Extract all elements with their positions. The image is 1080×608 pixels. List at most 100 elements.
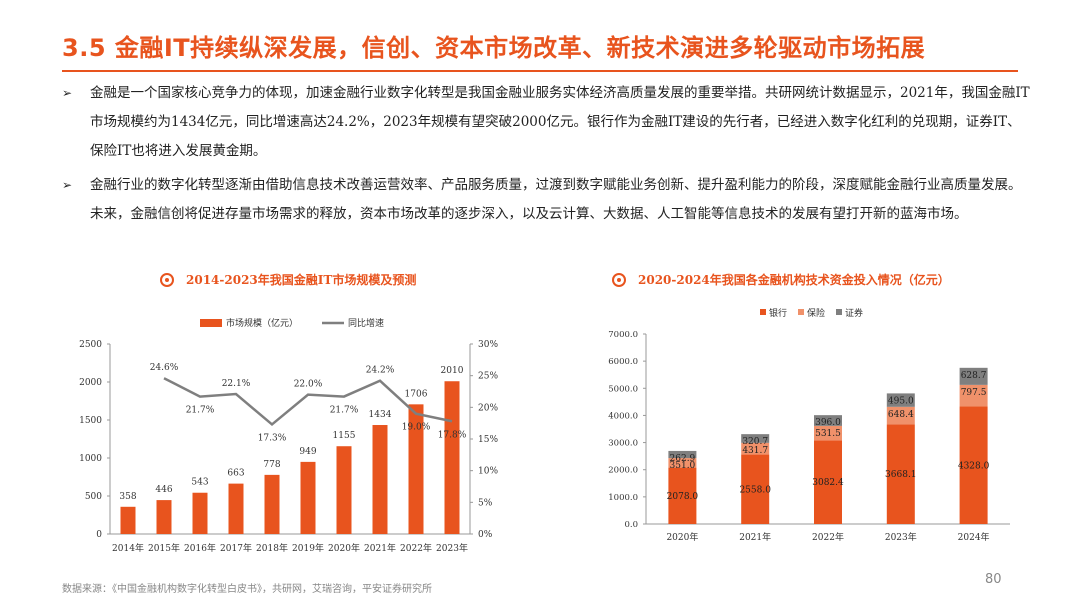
bar-market-size — [300, 461, 316, 534]
stacked-bar-segment — [886, 424, 915, 524]
y-left-tick-label: 500 — [85, 492, 102, 502]
x-tick-label: 2021年 — [739, 531, 771, 543]
legend-label: 保险 — [807, 307, 825, 319]
bar-market-size — [156, 500, 172, 534]
bar-value-label: 2010 — [441, 366, 464, 376]
bullet-paragraph-2: ➢ 金融行业的数字化转型逐渐由借助信息技术改善运营效率、产品服务质量，过渡到数字… — [62, 171, 1032, 229]
arrow-bullet-icon: ➢ — [62, 178, 73, 192]
stacked-bar-segment — [959, 406, 988, 524]
x-tick-label: 2023年 — [885, 531, 917, 543]
tech-investment-chart: 银行 保险 证券 0.0 1000.0 2000.0 3000.0 4000.0 5000.0 6… — [608, 307, 1010, 543]
y-left-tick-label: 1500 — [79, 416, 102, 426]
stacked-bar-segment — [886, 393, 915, 407]
bar-value-label: 778 — [263, 460, 280, 470]
segment-value-label: 396.0 — [815, 418, 841, 428]
segment-value-label: 3668.1 — [885, 470, 917, 480]
y-tick-label: 5000.0 — [608, 384, 638, 394]
stacked-bar-segment — [959, 384, 988, 407]
bar-value-label: 949 — [299, 447, 316, 457]
stacked-bar-segment — [814, 440, 842, 524]
target-icon — [612, 273, 626, 287]
chart2-title: 2020-2024年我国各金融机构技术资金投入情况（亿元） — [638, 273, 950, 287]
bar-market-size — [444, 381, 460, 534]
y-right-tick-label: 30% — [478, 340, 498, 350]
y-tick-label: 7000.0 — [608, 330, 638, 340]
legend-swatch — [798, 309, 804, 315]
y-right-tick-label: 25% — [478, 372, 498, 382]
stacked-bar-segment — [814, 415, 842, 426]
stacked-bar-segment — [741, 434, 770, 443]
segment-value-label: 320.7 — [742, 437, 768, 447]
legend-label: 证券 — [845, 307, 863, 319]
x-tick-label: 2019年 — [292, 542, 324, 554]
y-right-tick-label: 15% — [478, 435, 498, 445]
y-tick-label: 3000.0 — [608, 439, 638, 449]
growth-rate-label: 19.0% — [402, 423, 431, 433]
bar-value-label: 1155 — [333, 431, 356, 441]
growth-rate-label: 17.8% — [438, 430, 467, 440]
segment-value-label: 797.5 — [961, 388, 987, 398]
stacked-bar-segment — [741, 442, 770, 455]
segment-value-label: 3082.4 — [812, 478, 844, 488]
segment-value-label: 2558.0 — [739, 485, 771, 495]
segment-value-label: 431.7 — [742, 446, 768, 456]
bar-market-size — [120, 506, 136, 534]
x-tick-label: 2024年 — [958, 531, 990, 543]
y-right-tick-label: 5% — [478, 498, 493, 508]
y-right-tick-label: 10% — [478, 467, 498, 477]
source-note: 数据来源：《中国金融机构数字化转型白皮书》，共研网，艾瑞咨询，平安证券研究所 — [62, 584, 432, 595]
segment-value-label: 351.0 — [670, 461, 696, 471]
legend-label: 银行 — [769, 307, 787, 319]
x-tick-label: 2018年 — [256, 542, 288, 554]
bar-market-size — [336, 446, 352, 534]
market-size-chart: 市场规模（亿元） 同比增速 0 500 1000 1500 2000 2500 0% 5% 10% 1… — [79, 317, 498, 554]
x-tick-label: 2020年 — [666, 531, 698, 543]
x-tick-label: 2014年 — [112, 542, 144, 554]
growth-rate-label: 22.1% — [222, 379, 251, 389]
y-left-tick-label: 1000 — [79, 454, 102, 464]
bar-market-size — [372, 425, 388, 534]
y-right-tick-label: 0% — [478, 530, 493, 540]
bar-market-size — [228, 483, 244, 534]
chart1-title: 2014-2023年我国金融IT市场规模及预测 — [186, 273, 417, 287]
segment-value-label: 4328.0 — [958, 461, 990, 471]
y-tick-label: 4000.0 — [608, 411, 638, 421]
bullet-text: 金融行业的数字化转型逐渐由借助信息技术改善运营效率、产品服务质量，过渡到数字赋能… — [90, 177, 1022, 222]
growth-rate-line — [163, 377, 453, 427]
target-icon — [160, 273, 174, 287]
legend-label-growth: 同比增速 — [348, 317, 384, 329]
y-right-tick-label: 20% — [478, 403, 498, 413]
segment-value-label: 531.5 — [815, 429, 841, 439]
segment-value-label: 648.4 — [888, 410, 914, 420]
x-tick-label: 2017年 — [220, 542, 252, 554]
stacked-bar-segment — [886, 406, 915, 425]
bar-value-label: 663 — [227, 469, 244, 479]
bullet-paragraph-1: ➢ 金融是一个国家核心竞争力的体现，加速金融行业数字化转型是我国金融业服务实体经… — [62, 79, 1032, 166]
y-tick-label: 2000.0 — [608, 466, 638, 476]
x-tick-label: 2020年 — [328, 542, 360, 554]
x-tick-label: 2022年 — [400, 542, 432, 554]
chart2-header: 2020-2024年我国各金融机构技术资金投入情况（亿元） — [612, 272, 952, 288]
stacked-bar-segment — [959, 367, 988, 385]
bar-market-size — [192, 492, 208, 534]
y-tick-label: 0.0 — [624, 520, 638, 530]
bar-value-label: 1434 — [369, 410, 392, 420]
x-tick-label: 2022年 — [812, 531, 844, 543]
growth-rate-label: 22.0% — [294, 380, 323, 390]
page-number: 80 — [985, 572, 1002, 587]
legend-swatch-market-size — [200, 319, 222, 327]
bullet-text: 金融是一个国家核心竞争力的体现，加速金融行业数字化转型是我国金融业服务实体经济高… — [90, 85, 1030, 159]
y-left-tick-label: 0 — [96, 530, 102, 540]
page-title: 3.5 金融IT持续纵深发展，信创、资本市场改革、新技术演进多轮驱动市场拓展 — [62, 34, 926, 62]
legend-label-market-size: 市场规模（亿元） — [226, 317, 298, 329]
stacked-bar-segment — [668, 450, 697, 459]
growth-rate-label: 21.7% — [186, 406, 215, 416]
bar-market-size — [264, 474, 280, 534]
title-divider — [62, 70, 1018, 72]
growth-rate-label: 24.6% — [150, 363, 179, 373]
growth-rate-label: 17.3% — [258, 433, 287, 443]
stacked-bar-segment — [741, 454, 770, 524]
x-tick-label: 2015年 — [148, 542, 180, 554]
x-tick-label: 2023年 — [436, 542, 468, 554]
y-left-tick-label: 2000 — [79, 378, 102, 388]
